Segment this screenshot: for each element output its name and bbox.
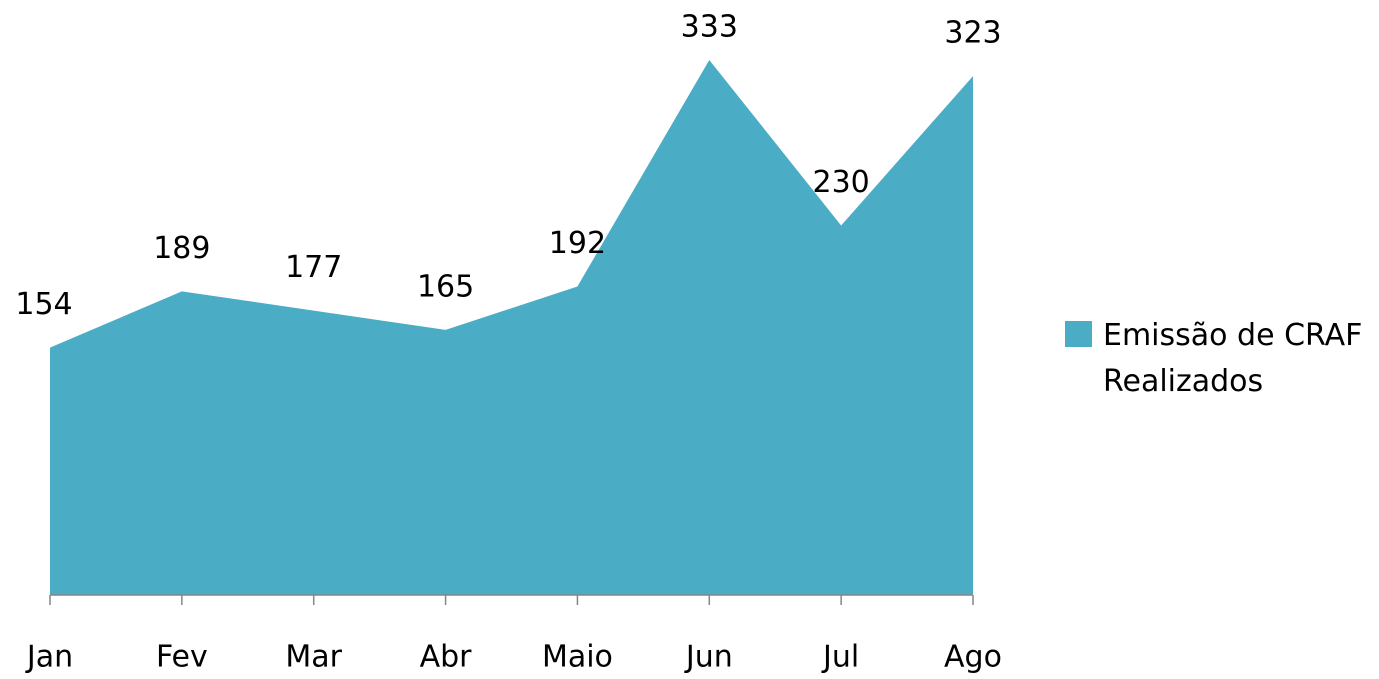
legend-swatch [1065, 321, 1092, 347]
x-tick-label: Fev [156, 640, 208, 675]
x-tick-label: Mar [285, 640, 342, 675]
data-label: 189 [153, 231, 210, 266]
area [50, 60, 973, 595]
x-tick-label: Jan [25, 640, 73, 675]
data-label: 192 [549, 226, 606, 261]
x-tick-label: Jul [821, 640, 859, 675]
data-label: 165 [417, 269, 474, 304]
legend-label: Emissão de CRAF Realizados [1103, 318, 1363, 399]
x-tick-label: Abr [420, 640, 473, 675]
data-label: 230 [813, 165, 870, 200]
data-label: 177 [285, 250, 342, 285]
x-tick-label: Maio [542, 640, 613, 675]
data-label: 154 [15, 287, 72, 322]
data-label: 333 [681, 10, 738, 45]
data-label: 323 [944, 16, 1001, 51]
legend: Emissão de CRAF Realizados [1065, 313, 1365, 405]
x-tick-label: Jun [684, 640, 733, 675]
x-tick-label: Ago [944, 640, 1002, 675]
